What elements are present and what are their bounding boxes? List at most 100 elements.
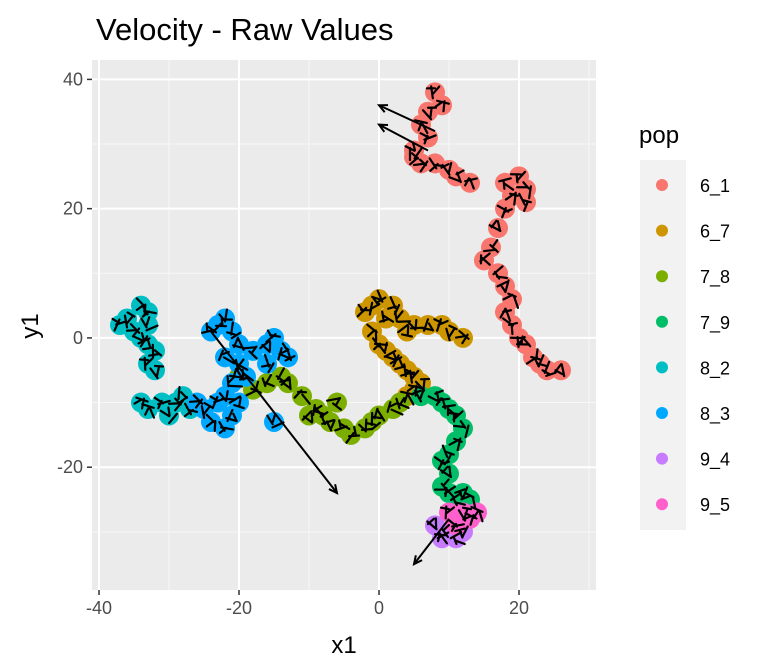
velocity-dash <box>491 239 499 248</box>
velocity-dash <box>502 179 506 190</box>
velocity-dash <box>263 354 271 368</box>
velocity-dash <box>513 191 517 206</box>
velocity-dash <box>167 406 171 417</box>
velocity-dash <box>397 323 409 334</box>
series-dashes-9_5 <box>439 505 484 532</box>
legend-key <box>656 179 668 191</box>
velocity-dash <box>133 398 143 405</box>
velocity-dash <box>141 310 151 318</box>
velocity-dash <box>211 322 223 334</box>
velocity-dash <box>373 342 389 347</box>
velocity-dash <box>232 367 238 378</box>
velocity-dash <box>447 161 453 174</box>
x-tick-label: -40 <box>86 598 112 618</box>
velocity-dash <box>396 402 410 410</box>
velocity-dash <box>456 437 462 452</box>
velocity-dash <box>444 486 448 498</box>
velocity-dash <box>414 119 428 125</box>
velocity-dash <box>414 318 418 330</box>
velocity-dash <box>218 426 228 435</box>
velocity-dash <box>375 296 387 304</box>
velocity-dash <box>469 514 475 526</box>
arrow-head <box>376 104 389 113</box>
velocity-dash <box>461 506 473 511</box>
velocity-dash <box>145 324 159 332</box>
velocity-arrow <box>378 123 429 152</box>
velocity-dash <box>409 156 419 166</box>
velocity-dash <box>452 424 466 429</box>
velocity-dash <box>437 459 445 471</box>
velocity-dash <box>401 333 413 338</box>
velocity-dash <box>265 332 277 343</box>
velocity-dash <box>155 365 161 378</box>
velocity-dash <box>445 327 451 342</box>
velocity-dash <box>398 357 404 368</box>
velocity-dash <box>431 85 441 96</box>
velocity-dash <box>496 220 502 233</box>
velocity-dash <box>499 307 507 319</box>
velocity-dash <box>360 427 374 431</box>
velocity-dash <box>439 469 453 479</box>
velocity-dash <box>448 327 456 338</box>
y-tick-label: 20 <box>63 199 83 219</box>
chart-title: Velocity - Raw Values <box>96 12 394 47</box>
velocity-dash <box>146 338 152 349</box>
legend-label: 7_8 <box>700 267 730 288</box>
velocity-dash <box>241 346 257 350</box>
velocity-dash <box>523 200 529 212</box>
velocity-dash <box>202 404 212 416</box>
velocity-dash <box>413 389 423 403</box>
velocity-dash <box>379 318 389 323</box>
velocity-dash <box>448 176 462 183</box>
velocity-dash <box>345 431 355 444</box>
velocity-dash <box>515 170 527 182</box>
data-point <box>488 218 508 239</box>
velocity-dash <box>522 199 532 204</box>
velocity-dash <box>434 100 444 108</box>
velocity-dash <box>406 385 416 393</box>
velocity-dash <box>280 353 290 359</box>
velocity-dash <box>442 478 450 487</box>
data-point <box>551 360 571 381</box>
velocity-dash <box>419 160 429 173</box>
velocity-dash <box>472 509 480 519</box>
velocity-dash <box>407 394 415 406</box>
velocity-dash <box>469 178 475 190</box>
velocity-dash <box>390 408 404 416</box>
velocity-dash <box>284 355 296 362</box>
series-dashes-9_4 <box>426 517 469 546</box>
velocity-dash <box>450 522 458 532</box>
velocity-dash <box>126 311 136 318</box>
series-dashes-8_3 <box>188 308 296 435</box>
legend-key <box>656 224 668 237</box>
velocity-dash <box>205 322 209 333</box>
series-dashes-7_9 <box>412 388 477 510</box>
velocity-dash <box>205 420 215 428</box>
series-dashes-8_2 <box>111 297 199 425</box>
legend-key <box>656 270 668 283</box>
velocity-dash <box>145 316 151 326</box>
velocity-dash <box>545 371 557 377</box>
x-tick-label: 20 <box>509 598 529 618</box>
velocity-dash <box>461 525 469 539</box>
velocity-dash <box>501 206 507 219</box>
velocity-dash <box>218 349 224 362</box>
velocity-dash <box>153 364 165 368</box>
velocity-dash <box>437 532 441 543</box>
velocity-dash <box>422 378 426 391</box>
velocity-dash <box>228 395 242 404</box>
velocity-dash <box>235 362 249 371</box>
velocity-dash <box>310 412 314 423</box>
velocity-dash <box>334 396 342 407</box>
velocity-dash <box>512 295 520 309</box>
velocity-dash <box>377 343 387 354</box>
legend-key <box>656 407 668 419</box>
velocity-dash <box>518 192 526 206</box>
velocity-dash <box>188 400 200 403</box>
legend-label: 6_7 <box>700 222 730 243</box>
velocity-dash <box>261 343 271 353</box>
velocity-dash <box>554 369 564 376</box>
velocity-dash <box>141 403 155 409</box>
velocity-dash <box>366 329 376 338</box>
y-axis-title: y1 <box>17 313 44 338</box>
